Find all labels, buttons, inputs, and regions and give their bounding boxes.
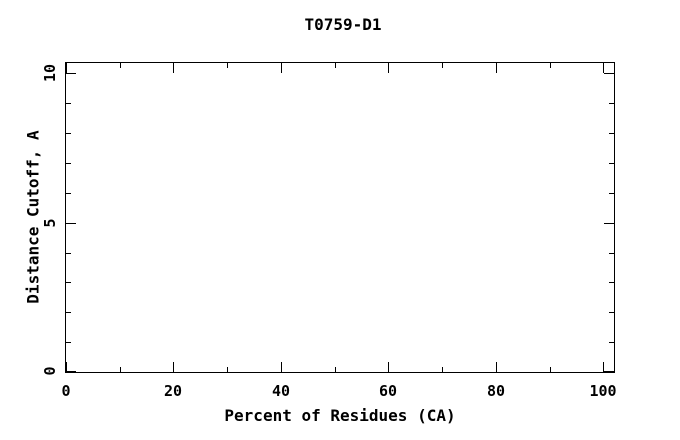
x-minor-tick-top	[550, 63, 551, 68]
x-minor-tick-bottom	[120, 367, 121, 372]
x-major-tick-bottom	[281, 362, 282, 372]
y-minor-tick-right	[609, 342, 614, 343]
chart-title: T0759-D1	[304, 15, 382, 34]
x-minor-tick-top	[335, 63, 336, 68]
x-major-tick-top	[281, 63, 282, 73]
y-major-tick-left	[66, 223, 76, 224]
y-tick-label: 5	[41, 218, 59, 228]
y-major-tick-right	[604, 73, 614, 74]
y-minor-tick-right	[609, 133, 614, 134]
y-minor-tick-left	[66, 312, 71, 313]
x-major-tick-bottom	[173, 362, 174, 372]
y-minor-tick-right	[609, 193, 614, 194]
x-minor-tick-bottom	[227, 367, 228, 372]
y-minor-tick-left	[66, 193, 71, 194]
x-tick-label: 100	[589, 382, 617, 400]
x-major-tick-bottom	[603, 362, 604, 372]
y-minor-tick-left	[66, 163, 71, 164]
y-minor-tick-left	[66, 133, 71, 134]
y-tick-label: 0	[41, 366, 59, 376]
y-minor-tick-left	[66, 342, 71, 343]
x-major-tick-bottom	[388, 362, 389, 372]
x-major-tick-top	[603, 63, 604, 73]
y-minor-tick-left	[66, 253, 71, 254]
x-tick-label: 20	[163, 382, 183, 400]
x-tick-label: 60	[378, 382, 398, 400]
x-minor-tick-bottom	[335, 367, 336, 372]
x-minor-tick-bottom	[442, 367, 443, 372]
y-major-tick-left	[66, 73, 76, 74]
x-tick-label: 80	[486, 382, 506, 400]
y-tick-label: 10	[41, 63, 59, 83]
x-minor-tick-bottom	[550, 367, 551, 372]
x-major-tick-top	[388, 63, 389, 73]
y-major-tick-right	[604, 371, 614, 372]
x-major-tick-top	[496, 63, 497, 73]
y-minor-tick-right	[609, 253, 614, 254]
y-axis-label: Distance Cutoff, A	[23, 130, 43, 304]
x-tick-label: 40	[271, 382, 291, 400]
y-minor-tick-left	[66, 282, 71, 283]
x-minor-tick-top	[442, 63, 443, 68]
x-major-tick-bottom	[496, 362, 497, 372]
x-major-tick-top	[173, 63, 174, 73]
x-major-tick-bottom	[66, 362, 67, 372]
y-minor-tick-left	[66, 103, 71, 104]
x-axis-label: Percent of Residues (CA)	[224, 406, 456, 425]
y-minor-tick-right	[609, 312, 614, 313]
y-major-tick-right	[604, 223, 614, 224]
y-minor-tick-right	[609, 282, 614, 283]
y-minor-tick-right	[609, 103, 614, 104]
plot-area	[65, 62, 615, 373]
y-major-tick-left	[66, 371, 76, 372]
x-major-tick-top	[66, 63, 67, 73]
x-tick-label: 0	[61, 382, 71, 400]
y-minor-tick-right	[609, 163, 614, 164]
x-minor-tick-top	[120, 63, 121, 68]
x-minor-tick-top	[227, 63, 228, 68]
